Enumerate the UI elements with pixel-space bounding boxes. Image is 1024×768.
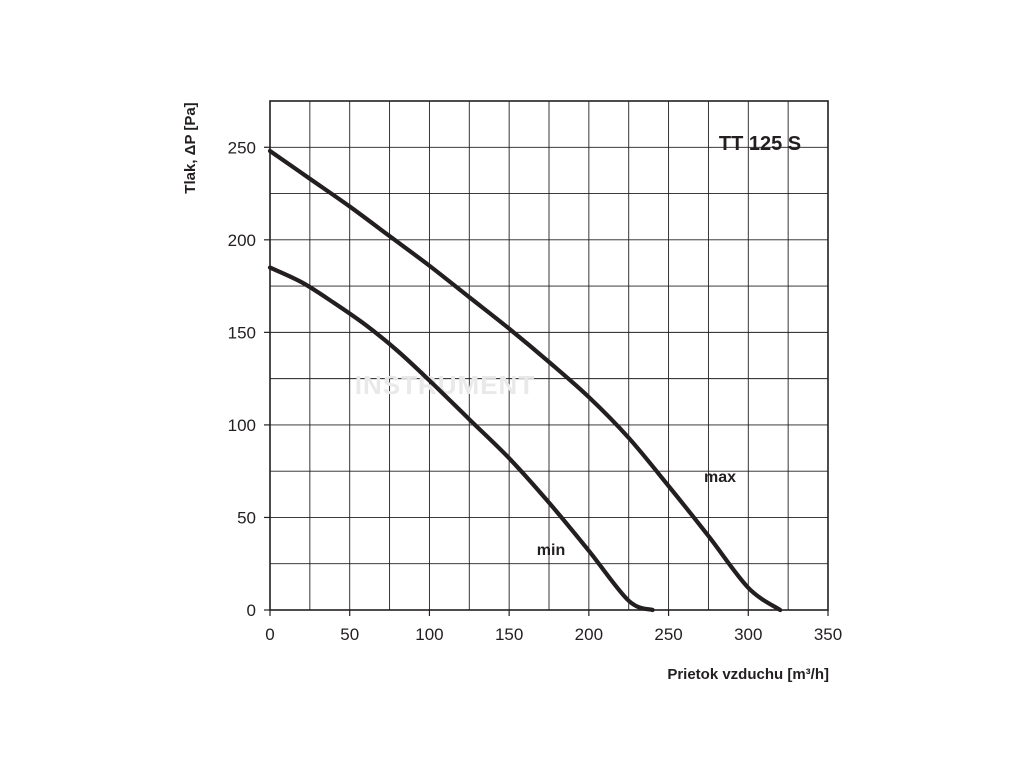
x-axis-title: Prietok vzduchu [m³/h] <box>667 666 829 683</box>
y-tick-label: 50 <box>237 508 256 527</box>
plot-frame <box>269 100 829 611</box>
y-tick-label: 0 <box>247 601 256 620</box>
x-tick-label: 100 <box>415 625 443 644</box>
series-line-max <box>267 148 783 613</box>
y-tick-label: 250 <box>228 138 256 157</box>
x-tick-label: 350 <box>814 625 842 644</box>
chart-title: TT 125 S <box>719 133 801 155</box>
grid <box>270 101 828 610</box>
series-lines <box>267 148 783 613</box>
series-label-max: max <box>704 469 736 486</box>
series-line-min <box>267 265 655 613</box>
tick-labels: 0 50 100 150 200 250 300 350 0 50 100 150 200 250 <box>228 138 843 644</box>
x-tick-label: 50 <box>340 625 359 644</box>
y-tick-label: 150 <box>228 323 256 342</box>
y-tick-label: 100 <box>228 416 256 435</box>
x-tick-label: 250 <box>654 625 682 644</box>
y-tick-label: 200 <box>228 231 256 250</box>
x-tick-label: 150 <box>495 625 523 644</box>
x-tick-label: 0 <box>265 625 274 644</box>
series-label-min: min <box>537 542 565 559</box>
x-tick-label: 200 <box>575 625 603 644</box>
y-axis-title: Tlak, ΔP [Pa] <box>182 102 199 193</box>
x-tick-label: 300 <box>734 625 762 644</box>
